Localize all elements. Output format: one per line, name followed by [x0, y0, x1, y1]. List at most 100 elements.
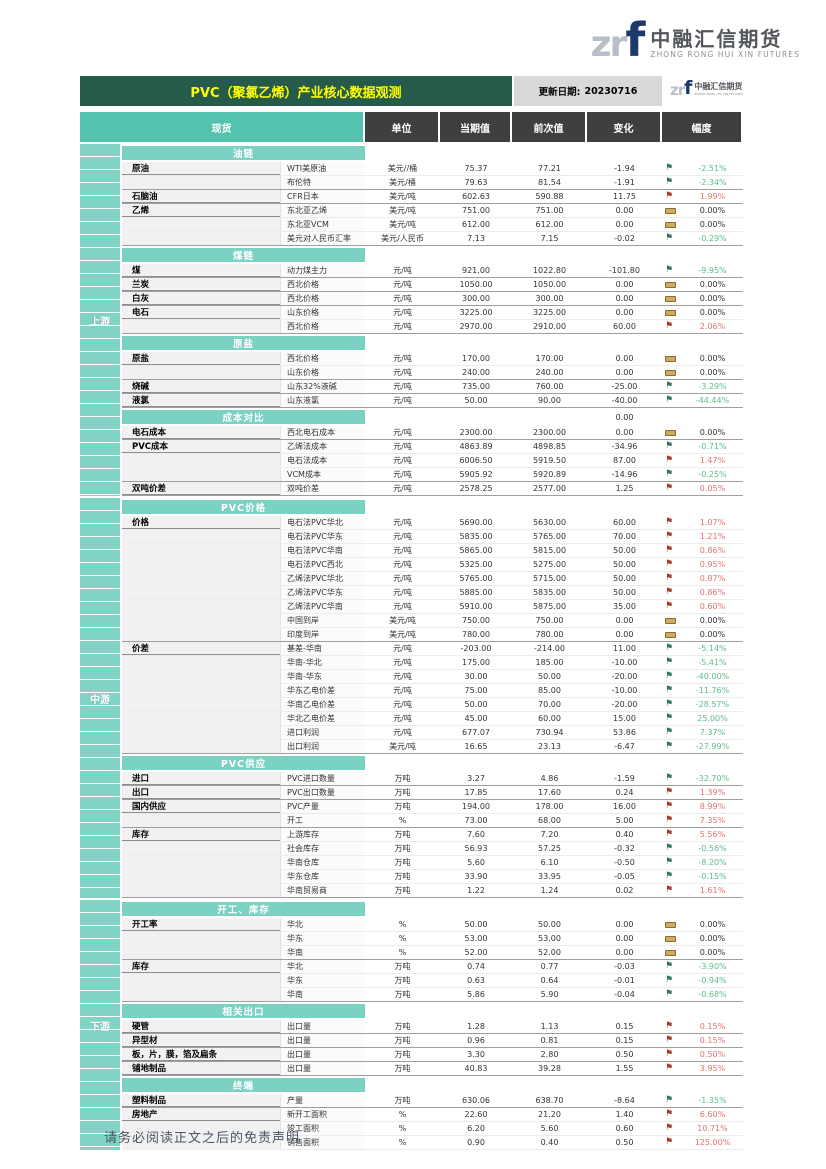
- row-item-cell: PVC出口数量: [280, 786, 365, 799]
- section-change-note: 0.00: [615, 412, 634, 422]
- current-value-cell: 300.00: [462, 294, 490, 303]
- row-item-cell: 动力煤主力: [280, 264, 365, 277]
- flag-up-icon: ⚑: [665, 517, 674, 527]
- row-category-cell: 价格: [122, 516, 280, 529]
- trend-cell: ⚑: [662, 856, 682, 869]
- previous-value-cell: 70.00: [538, 700, 561, 709]
- row-category-cell: 进口: [122, 772, 280, 785]
- current-value-cell: 50.00: [464, 396, 488, 405]
- row-category-cell: [122, 814, 280, 827]
- current-value-cell: 1.28: [467, 1022, 485, 1031]
- flag-down-icon: ⚑: [665, 643, 674, 653]
- unit-cell: %: [398, 1124, 407, 1133]
- previous-value-cell: 2300.00: [532, 428, 567, 437]
- column-header-change: 变化: [587, 112, 660, 142]
- table-row: 印度到岸 美元/吨 780.00 780.00 0.00 0.00%: [122, 628, 743, 642]
- change-value-cell: -14.96: [611, 470, 638, 479]
- previous-value-cell: 185.00: [535, 658, 564, 667]
- unit-cell: %: [398, 816, 407, 825]
- row-category-cell: [122, 726, 280, 739]
- section-header-row: PVC供应: [122, 756, 743, 770]
- table-row: 美元对人民币汇率 美元/人民币 7.13 7.15 -0.02 ⚑ -0.29%: [122, 232, 743, 246]
- trend-cell: ⚑: [662, 870, 682, 883]
- flag-down-icon: ⚑: [665, 699, 674, 709]
- row-item-cell: 山东价格: [280, 366, 365, 379]
- trend-cell: ⚑: [662, 842, 682, 855]
- pct-cell: 2.06%: [699, 322, 726, 331]
- pct-cell: 0.00%: [699, 354, 726, 363]
- previous-value-cell: 85.00: [538, 686, 561, 695]
- row-category-cell: [122, 218, 280, 231]
- previous-value-cell: 5765.00: [532, 532, 567, 541]
- pct-cell: 0.00%: [699, 220, 726, 229]
- row-category-cell: 原盐: [122, 352, 280, 365]
- previous-value-cell: 0.81: [540, 1036, 559, 1045]
- trend-cell: ⚑: [662, 530, 682, 543]
- table-row: 铺地制品 出口量 万吨 40.83 39.28 1.55 ⚑ 3.95%: [122, 1062, 743, 1076]
- previous-value-cell: 2.80: [540, 1050, 559, 1059]
- row-category-cell: [122, 544, 280, 557]
- current-value-cell: 5.86: [467, 990, 485, 999]
- current-value-cell: 45.00: [464, 714, 488, 723]
- column-header-current: 当期值: [440, 112, 510, 142]
- pct-cell: -0.68%: [698, 990, 727, 999]
- pct-cell: 0.50%: [699, 1050, 726, 1059]
- row-item-cell: 产量: [280, 1094, 365, 1107]
- row-category-cell: 库存: [122, 828, 280, 841]
- row-category-cell: 兰炭: [122, 278, 280, 291]
- flag-up-icon: ⚑: [665, 601, 674, 611]
- section-title: PVC价格: [122, 500, 365, 514]
- row-category-cell: 塑料制品: [122, 1094, 280, 1107]
- pct-cell: 0.00%: [699, 308, 726, 317]
- current-value-cell: 0.63: [467, 976, 485, 985]
- unit-cell: 美元/吨: [389, 220, 416, 229]
- row-category-cell: PVC成本: [122, 440, 280, 453]
- previous-value-cell: 170.00: [535, 354, 564, 363]
- section-header-row: 终端: [122, 1078, 743, 1092]
- change-value-cell: -8.64: [614, 1096, 635, 1105]
- previous-value-cell: 5275.00: [532, 560, 567, 569]
- mini-brand-logo: zr f 中融汇信期货 ZHONG RONG HUI XIN FUTURES: [670, 78, 743, 97]
- row-category-cell: [122, 628, 280, 641]
- report-title-bar: PVC（聚氯乙烯）产业核心数据观测: [80, 76, 512, 106]
- row-item-cell: 美元对人民币汇率: [280, 232, 365, 245]
- previous-value-cell: 7.15: [540, 234, 559, 243]
- flag-up-icon: ⚑: [665, 191, 674, 201]
- current-value-cell: 1.22: [467, 886, 485, 895]
- row-category-cell: [122, 740, 280, 753]
- change-value-cell: 60.00: [613, 518, 636, 527]
- previous-value-cell: 21.20: [538, 1110, 561, 1119]
- previous-value-cell: 53.00: [538, 934, 561, 943]
- table-column-header: 现货 单位 当期值 前次值 变化 幅度: [80, 112, 743, 142]
- trend-cell: ⚑: [662, 162, 682, 175]
- change-value-cell: 70.00: [613, 532, 636, 541]
- report-title: PVC（聚氯乙烯）产业核心数据观测: [190, 85, 402, 101]
- row-item-cell: 进口利润: [280, 726, 365, 739]
- column-header-pct: 幅度: [662, 112, 741, 142]
- row-category-cell: [122, 946, 280, 959]
- pct-cell: 0.00%: [699, 934, 726, 943]
- current-value-cell: 170.00: [462, 354, 490, 363]
- group-rail: 下游: [80, 900, 120, 1150]
- row-category-cell: [122, 842, 280, 855]
- current-value-cell: 52.00: [464, 948, 488, 957]
- change-value-cell: -0.05: [614, 872, 635, 881]
- no-change-icon: [665, 429, 676, 436]
- table-row: 开工% 73.00 68.00 5.00 ⚑ 7.35%: [122, 814, 743, 828]
- row-item-cell: 电石法PVC华北: [280, 516, 365, 529]
- brand-name-block: 中融汇信期货 ZHONG RONG HUI XIN FUTURES: [650, 28, 800, 59]
- unit-cell: 元/吨: [393, 644, 412, 653]
- change-value-cell: 0.00: [615, 934, 634, 943]
- change-value-cell: 60.00: [613, 322, 636, 331]
- trend-cell: [662, 628, 682, 641]
- trend-cell: ⚑: [662, 1034, 682, 1047]
- current-value-cell: 33.90: [464, 872, 488, 881]
- table-row: 华东% 53.00 53.00 0.00 0.00%: [122, 932, 743, 946]
- row-item-cell: VCM成本: [280, 468, 365, 481]
- trend-cell: [662, 946, 682, 959]
- row-item-cell: 华北: [280, 918, 365, 931]
- pct-cell: -28.57%: [695, 700, 730, 709]
- flag-up-icon: ⚑: [665, 829, 674, 839]
- change-value-cell: 0.50: [615, 1050, 634, 1059]
- trend-cell: ⚑: [662, 454, 682, 467]
